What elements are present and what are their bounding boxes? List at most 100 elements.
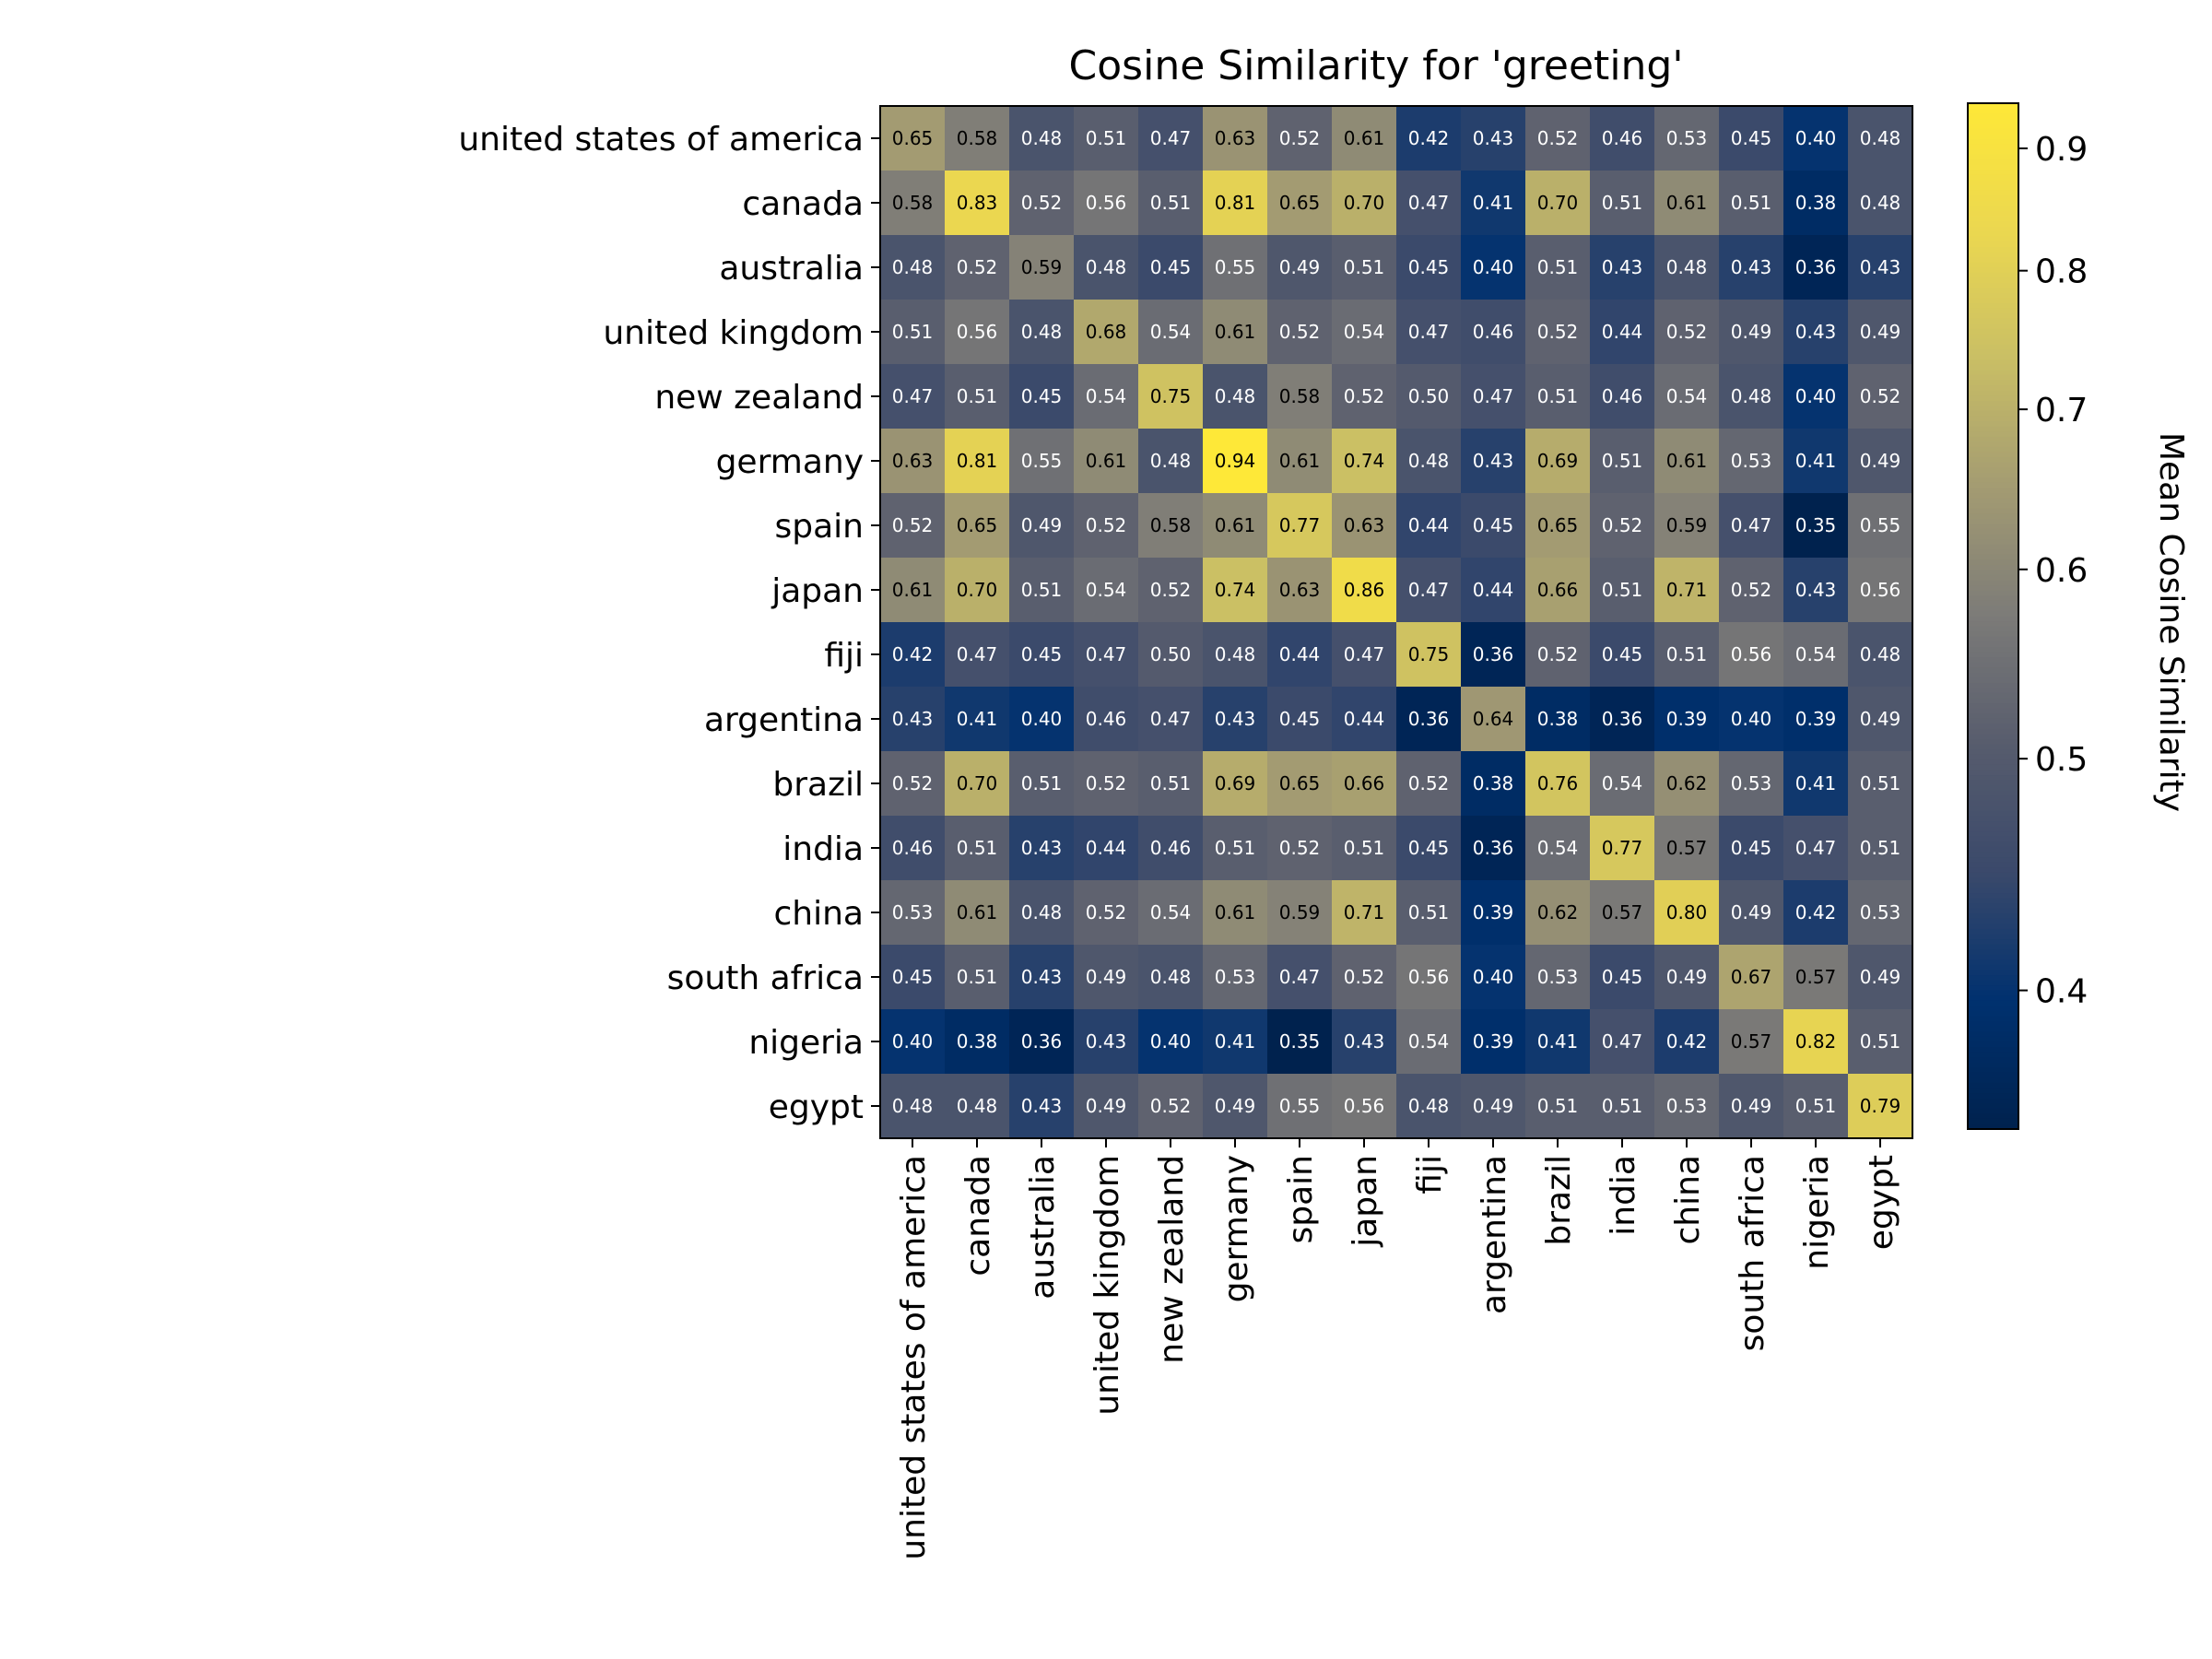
- cell-value-label: 0.70: [957, 772, 998, 794]
- colorbar-segment: [1968, 338, 2018, 346]
- colorbar-segment: [1968, 421, 2018, 428]
- heatmap-cell: [880, 880, 946, 946]
- heatmap-cell: [1719, 880, 1784, 946]
- heatmap-cell: [1203, 558, 1268, 623]
- x-tick-label: china: [1669, 1155, 1707, 1245]
- colorbar-segment: [1968, 1072, 2018, 1078]
- colorbar-segment: [1968, 200, 2018, 206]
- heatmap-cell: [1332, 558, 1397, 623]
- cell-value-label: 0.48: [1150, 966, 1192, 988]
- colorbar-segment: [1968, 764, 2018, 771]
- cell-value-label: 0.50: [1150, 643, 1192, 665]
- heatmap-cell: [1590, 235, 1655, 300]
- cell-value-label: 0.47: [1408, 192, 1450, 214]
- cell-value-label: 0.49: [1860, 708, 1901, 730]
- cell-value-label: 0.51: [957, 385, 998, 407]
- colorbar-segment: [1968, 436, 2018, 442]
- heatmap-cell: [1396, 687, 1462, 752]
- colorbar-segment: [1968, 759, 2018, 766]
- colorbar-segment: [1968, 324, 2018, 330]
- heatmap-cell: [1590, 493, 1655, 559]
- cell-value-label: 0.42: [1408, 127, 1450, 149]
- cell-value-label: 0.57: [1666, 837, 1708, 859]
- heatmap-cell: [1332, 429, 1397, 494]
- cell-value-label: 0.36: [1795, 256, 1837, 278]
- heatmap-cell: [880, 1074, 946, 1139]
- cell-value-label: 0.44: [1602, 321, 1643, 343]
- cell-value-label: 0.57: [1795, 966, 1837, 988]
- cell-value-label: 0.49: [1086, 966, 1127, 988]
- heatmap-cell: [1783, 751, 1849, 817]
- x-tick-label: canada: [959, 1155, 997, 1277]
- heatmap-cell: [945, 300, 1010, 365]
- heatmap-cell: [1203, 816, 1268, 881]
- colorbar-segment: [1968, 734, 2018, 740]
- heatmap-cell: [1590, 622, 1655, 688]
- cell-value-label: 0.48: [1215, 385, 1256, 407]
- x-tick-label: germany: [1218, 1155, 1255, 1302]
- heatmap-cell: [1396, 1009, 1462, 1075]
- y-tick-label: brazil: [772, 766, 864, 804]
- cell-value-label: 0.70: [1537, 192, 1579, 214]
- heatmap-cell: [1848, 687, 1913, 752]
- colorbar-segment: [1968, 288, 2018, 294]
- colorbar-segment: [1968, 108, 2018, 114]
- cell-value-label: 0.43: [1021, 837, 1063, 859]
- colorbar-segment: [1968, 580, 2018, 586]
- colorbar-segment: [1968, 1088, 2018, 1094]
- heatmap-cell: [1009, 622, 1075, 688]
- heatmap-cell: [1654, 235, 1720, 300]
- colorbar-segment: [1968, 908, 2018, 914]
- heatmap-cell: [1525, 880, 1591, 946]
- colorbar-segment: [1968, 159, 2018, 166]
- heatmap-cell: [1461, 751, 1526, 817]
- heatmap-cell: [1719, 106, 1784, 171]
- cell-value-label: 0.54: [1086, 579, 1127, 601]
- heatmap-cell: [1009, 945, 1075, 1010]
- heatmap-cell: [1396, 558, 1462, 623]
- heatmap-cell: [1654, 493, 1720, 559]
- cell-value-label: 0.56: [1860, 579, 1901, 601]
- colorbar-segment: [1968, 416, 2018, 422]
- cell-value-label: 0.74: [1215, 579, 1256, 601]
- cell-value-label: 0.51: [1602, 192, 1643, 214]
- heatmap-cell: [1396, 816, 1462, 881]
- colorbar-segment: [1968, 149, 2018, 156]
- heatmap-cell: [945, 622, 1010, 688]
- heatmap-cell: [1332, 493, 1397, 559]
- cell-value-label: 0.63: [1215, 127, 1256, 149]
- x-tick-label: argentina: [1476, 1155, 1513, 1314]
- cell-value-label: 0.47: [1408, 579, 1450, 601]
- heatmap-cell: [880, 106, 946, 171]
- colorbar-segment: [1968, 795, 2018, 802]
- cell-value-label: 0.48: [892, 256, 934, 278]
- heatmap-cell: [1267, 364, 1333, 429]
- colorbar-segment: [1968, 703, 2018, 710]
- cell-value-label: 0.53: [1215, 966, 1256, 988]
- cell-value-label: 0.47: [1150, 708, 1192, 730]
- colorbar-segment: [1968, 359, 2018, 366]
- colorbar-tick-label: 0.9: [2035, 131, 2088, 169]
- heatmap-cell: [945, 816, 1010, 881]
- heatmap-cell: [1138, 235, 1204, 300]
- cell-value-label: 0.51: [1860, 837, 1901, 859]
- colorbar-segment: [1968, 662, 2018, 668]
- cell-value-label: 0.43: [1086, 1030, 1127, 1053]
- cell-value-label: 0.53: [1666, 1095, 1708, 1117]
- cell-value-label: 0.61: [1279, 450, 1321, 472]
- heatmap-cell: [1719, 816, 1784, 881]
- x-tick-label: japan: [1347, 1155, 1384, 1248]
- cell-value-label: 0.47: [1602, 1030, 1643, 1053]
- colorbar-segment: [1968, 826, 2018, 832]
- colorbar-segment: [1968, 1016, 2018, 1022]
- colorbar-segment: [1968, 344, 2018, 350]
- colorbar-segment: [1968, 236, 2018, 242]
- cell-value-label: 0.43: [1860, 256, 1901, 278]
- cell-value-label: 0.52: [1537, 321, 1579, 343]
- colorbar-segment: [1968, 600, 2018, 606]
- cell-value-label: 0.49: [1860, 321, 1901, 343]
- colorbar-segment: [1968, 713, 2018, 720]
- cell-value-label: 0.38: [1473, 772, 1514, 794]
- colorbar-segment: [1968, 610, 2018, 618]
- colorbar-segment: [1968, 1113, 2018, 1120]
